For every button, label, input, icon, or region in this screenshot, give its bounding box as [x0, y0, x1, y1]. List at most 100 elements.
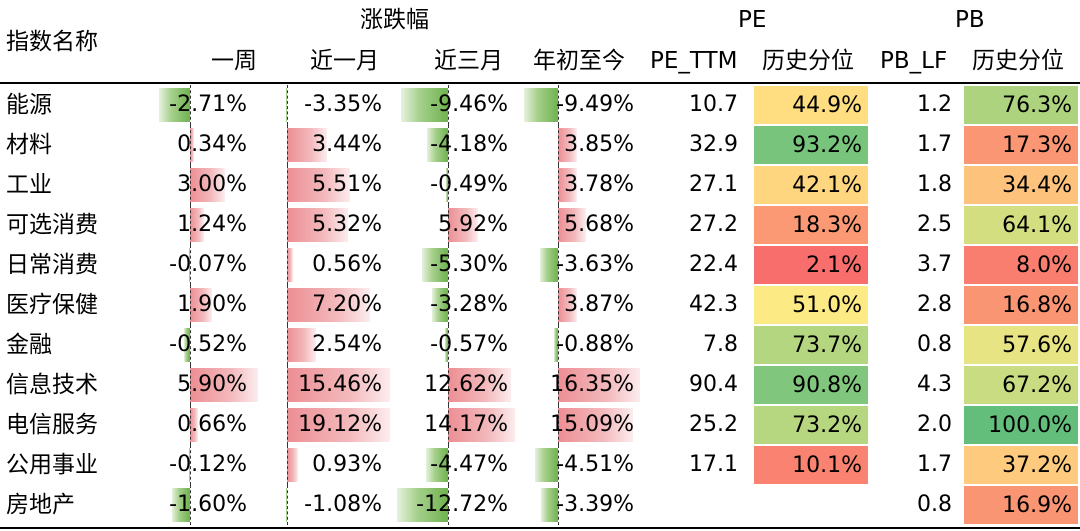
pb-lf-value: 2.8	[917, 292, 952, 317]
negative-data-bar	[535, 448, 558, 482]
value-cell-pb_lf: 2.0	[876, 405, 960, 445]
change-cell-w1: 1.24%	[158, 205, 264, 245]
bar-axis	[448, 485, 449, 525]
change-value: 12.62%	[424, 372, 508, 397]
pe-ttm-value: 22.4	[689, 252, 738, 277]
change-value: -0.07%	[169, 252, 247, 277]
positive-data-bar	[287, 408, 390, 442]
heat-cell-pb_pct: 64.1%	[964, 206, 1078, 244]
change-value: 7.20%	[312, 292, 382, 317]
sector-name: 房地产	[6, 492, 75, 518]
table-row: 可选消费 1.24% 5.32% 5.92% 5.68% 27.2 2.5 18.3% 64.1…	[0, 205, 1080, 245]
change-cell-m1: 2.54%	[286, 325, 390, 365]
group-header-pb: PB	[955, 7, 985, 33]
negative-data-bar	[425, 448, 448, 482]
heat-cell-pe_pct: 73.2%	[754, 406, 868, 444]
negative-data-bar	[286, 88, 287, 122]
positive-data-bar	[287, 448, 298, 482]
pb-lf-value: 2.5	[917, 212, 952, 237]
change-cell-ytd: -0.88%	[524, 325, 642, 365]
change-cell-m1: -3.35%	[286, 85, 390, 125]
positive-data-bar	[558, 208, 587, 242]
change-cell-w1: 5.90%	[158, 365, 264, 405]
percentile-value: 34.4%	[1002, 173, 1072, 198]
change-cell-ytd: -9.49%	[524, 85, 642, 125]
bar-axis	[190, 445, 191, 485]
heat-cell-pe_pct: 44.9%	[754, 86, 868, 124]
change-cell-m1: 5.32%	[286, 205, 390, 245]
pe-ttm-value: 42.3	[689, 292, 738, 317]
positive-data-bar	[190, 168, 225, 202]
change-value: -1.08%	[304, 492, 382, 517]
positive-data-bar	[558, 168, 577, 202]
column-header-pb-percentile: 历史分位	[972, 48, 1064, 74]
bar-axis	[558, 405, 559, 445]
negative-data-bar	[427, 128, 448, 162]
percentile-value: 8.0%	[1016, 253, 1072, 278]
sector-name: 医疗保健	[6, 292, 98, 318]
heat-cell-pb_pct: 76.3%	[964, 86, 1078, 124]
value-cell-pe_ttm: 17.1	[650, 445, 746, 485]
pe-ttm-value: 32.9	[689, 132, 738, 157]
change-cell-m1: 5.51%	[286, 165, 390, 205]
change-cell-m3: 14.17%	[397, 405, 515, 445]
bar-axis	[448, 325, 449, 365]
value-cell-pb_lf: 1.7	[876, 125, 960, 165]
change-cell-m3: -3.28%	[397, 285, 515, 325]
table-row: 材料 0.34% 3.44% -4.18% 3.85% 32.9 1.7 93.2% 17.3%	[0, 125, 1080, 165]
change-value: -0.57%	[430, 332, 508, 357]
change-cell-m3: 12.62%	[397, 365, 515, 405]
value-cell-pe_ttm: 10.7	[650, 85, 746, 125]
heat-cell-pe_pct: 90.8%	[754, 366, 868, 404]
pb-lf-value: 1.2	[917, 92, 952, 117]
change-cell-m3: -9.46%	[397, 85, 515, 125]
group-header-pe: PE	[738, 7, 767, 33]
change-value: -4.47%	[430, 452, 508, 477]
percentile-value: 57.6%	[1002, 333, 1072, 358]
negative-data-bar	[553, 328, 558, 362]
change-cell-w1: 1.90%	[158, 285, 264, 325]
positive-data-bar	[287, 368, 390, 402]
change-value: 3.44%	[312, 132, 382, 157]
sector-name: 工业	[6, 172, 52, 198]
change-cell-m3: -5.30%	[397, 245, 515, 285]
bar-axis	[287, 125, 288, 165]
change-cell-m1: 0.93%	[286, 445, 390, 485]
change-cell-w1: -2.71%	[158, 85, 264, 125]
value-cell-pe_ttm	[650, 485, 746, 525]
negative-data-bar	[171, 488, 190, 522]
change-value: 0.66%	[177, 412, 247, 437]
bar-axis	[558, 165, 559, 205]
heat-cell-pb_pct: 16.9%	[964, 486, 1078, 524]
heat-cell-pb_pct: 57.6%	[964, 326, 1078, 364]
bar-axis	[448, 285, 449, 325]
change-value: -3.28%	[430, 292, 508, 317]
sector-name: 公用事业	[6, 452, 98, 478]
percentile-value: 51.0%	[792, 293, 862, 318]
bar-axis	[287, 85, 288, 125]
bar-axis	[287, 325, 288, 365]
change-value: -3.35%	[304, 92, 382, 117]
change-cell-w1: 3.00%	[158, 165, 264, 205]
change-value: -3.63%	[556, 252, 634, 277]
change-cell-ytd: 16.35%	[524, 365, 642, 405]
table-row: 工业 3.00% 5.51% -0.49% 3.78% 27.1 1.8 42.1% 34.4%	[0, 165, 1080, 205]
positive-data-bar	[287, 288, 370, 322]
change-cell-w1: -1.60%	[158, 485, 264, 525]
bar-axis	[190, 405, 191, 445]
percentile-value: 17.3%	[1002, 133, 1072, 158]
heat-cell-pe_pct: 51.0%	[754, 286, 868, 324]
positive-data-bar	[558, 368, 640, 402]
bar-axis	[558, 325, 559, 365]
column-header-pb-lf: PB_LF	[880, 48, 948, 74]
percentile-value: 73.2%	[792, 413, 862, 438]
table-bottom-rule	[0, 527, 1080, 529]
change-cell-m1: 7.20%	[286, 285, 390, 325]
table-row: 公用事业 -0.12% 0.93% -4.47% -4.51% 17.1 1.7 10.1% 3…	[0, 445, 1080, 485]
percentile-value: 37.2%	[1002, 453, 1072, 478]
positive-data-bar	[448, 408, 515, 442]
change-cell-m3: -0.49%	[397, 165, 515, 205]
change-cell-ytd: 15.09%	[524, 405, 642, 445]
value-cell-pe_ttm: 27.1	[650, 165, 746, 205]
value-cell-pe_ttm: 27.2	[650, 205, 746, 245]
